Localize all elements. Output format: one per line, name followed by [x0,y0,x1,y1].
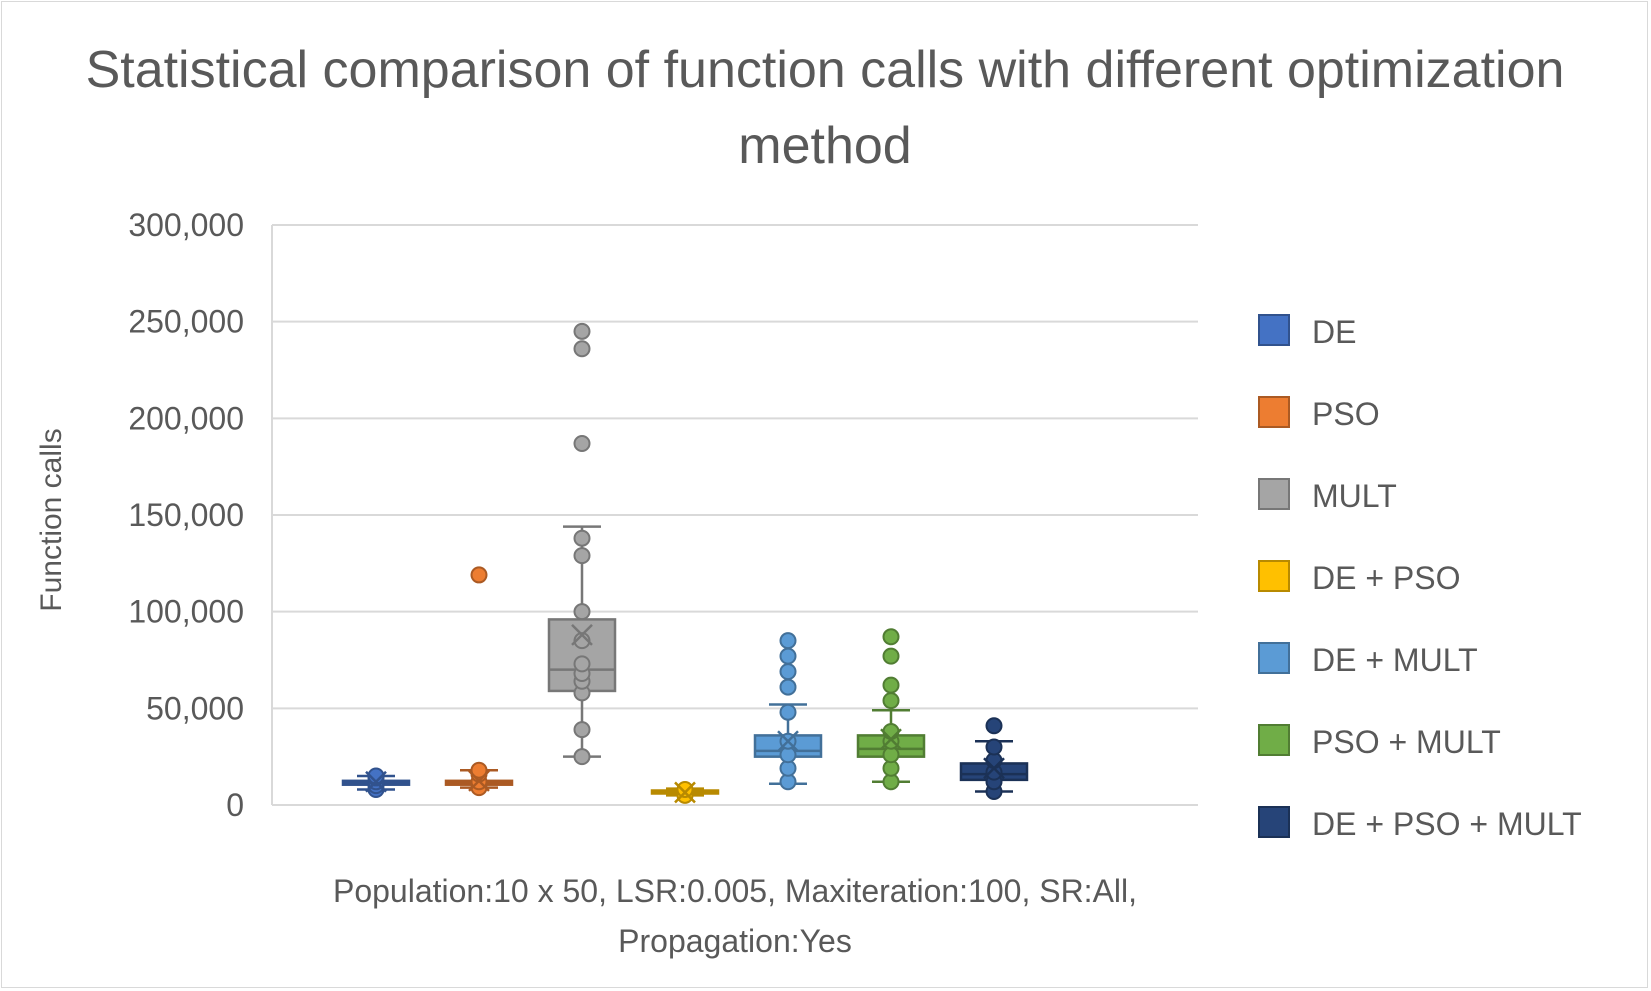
mean-marker [983,757,1005,780]
legend-label: PSO + MULT [1312,724,1501,760]
data-point [882,723,900,741]
outlier-point [882,676,900,694]
legend-label: DE [1312,314,1357,350]
x-category-label: Population:10 x 50, LSR:0.005, Maxiterat… [332,873,1138,959]
legend-label: DE + MULT [1312,642,1478,678]
data-point [573,721,591,739]
y-tick-label: 50,000 [146,690,244,726]
mean-marker [880,728,902,751]
data-point [779,703,797,721]
outlier-point [882,647,900,665]
mean-marker [777,730,799,753]
outlier-point [779,632,797,650]
y-tick-label: 300,000 [128,207,244,243]
legend-swatch [1258,478,1290,510]
legend-label: PSO [1312,396,1380,432]
outlier-point [985,717,1003,735]
mean-marker [674,781,696,804]
legend-item: DE + PSO + MULT [1258,804,1638,844]
data-point [573,529,591,547]
mean-marker [468,769,490,792]
outlier-point [882,692,900,710]
outlier-point [779,678,797,696]
data-point [985,738,1003,756]
chart-title: Statistical comparison of function calls… [85,41,1565,175]
y-tick-label: 150,000 [128,497,244,533]
legend-item: PSO [1258,394,1638,434]
y-tick-label: 250,000 [128,304,244,340]
outlier-point [470,566,488,584]
legend-swatch [1258,314,1290,346]
mean-marker [571,623,593,646]
data-point [573,655,591,673]
data-point [573,603,591,621]
data-point [676,781,694,799]
y-tick-label: 100,000 [128,594,244,630]
outlier-point [573,322,591,340]
data-point [470,761,488,779]
legend-swatch [1258,724,1290,756]
outlier-point [779,647,797,665]
y-tick-label: 0 [226,787,244,823]
legend-label: DE + PSO [1312,560,1461,596]
legend-swatch [1258,806,1290,838]
outlier-point [779,663,797,681]
legend-swatch [1258,560,1290,592]
legend-item: DE [1258,312,1638,352]
outlier-point [882,628,900,646]
legend-item: DE + PSO [1258,558,1638,598]
data-point [573,547,591,565]
mean-marker [365,770,387,793]
legend-item: MULT [1258,476,1638,516]
legend-label: MULT [1312,478,1397,514]
legend-label: DE + PSO + MULT [1312,806,1582,842]
data-point [573,748,591,766]
legend-item: PSO + MULT [1258,722,1638,762]
legend-swatch [1258,396,1290,428]
legend-swatch [1258,642,1290,674]
outlier-point [573,434,591,452]
y-tick-label: 200,000 [128,400,244,436]
legend-item: DE + MULT [1258,640,1638,680]
outlier-point [573,340,591,358]
